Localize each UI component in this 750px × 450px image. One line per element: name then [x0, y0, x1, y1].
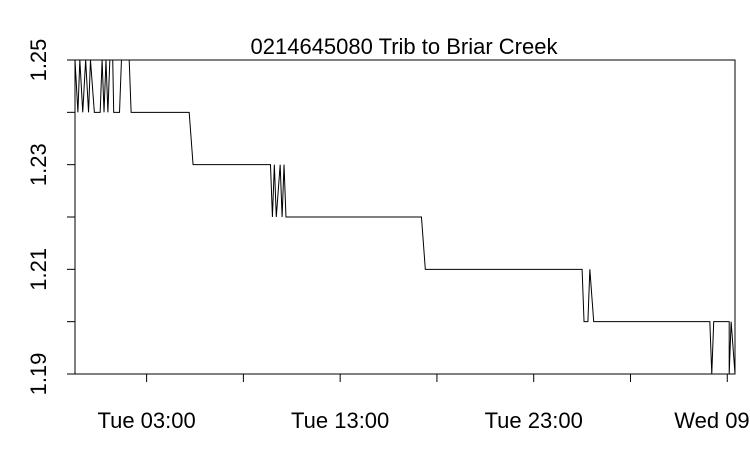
series-line [74, 59, 736, 375]
y-tick-label: 1.21 [26, 248, 51, 291]
x-tick-label: Tue 23:00 [485, 408, 583, 433]
y-tick-label: 1.23 [26, 143, 51, 186]
series-layer [74, 59, 736, 375]
x-tick-label: Tue 13:00 [291, 408, 389, 433]
x-tick-label: Tue 03:00 [97, 408, 195, 433]
y-tick-label: 1.19 [26, 353, 51, 396]
y-tick-label: 1.25 [26, 39, 51, 82]
chart-title: 0214645080 Trib to Briar Creek [251, 34, 559, 59]
axes: 1.19 1.21 1.23 1.25 Tue 03:00 Tue 13:00 Tue 23… [26, 39, 750, 433]
x-tick-label: Wed 09:00 [674, 408, 750, 433]
